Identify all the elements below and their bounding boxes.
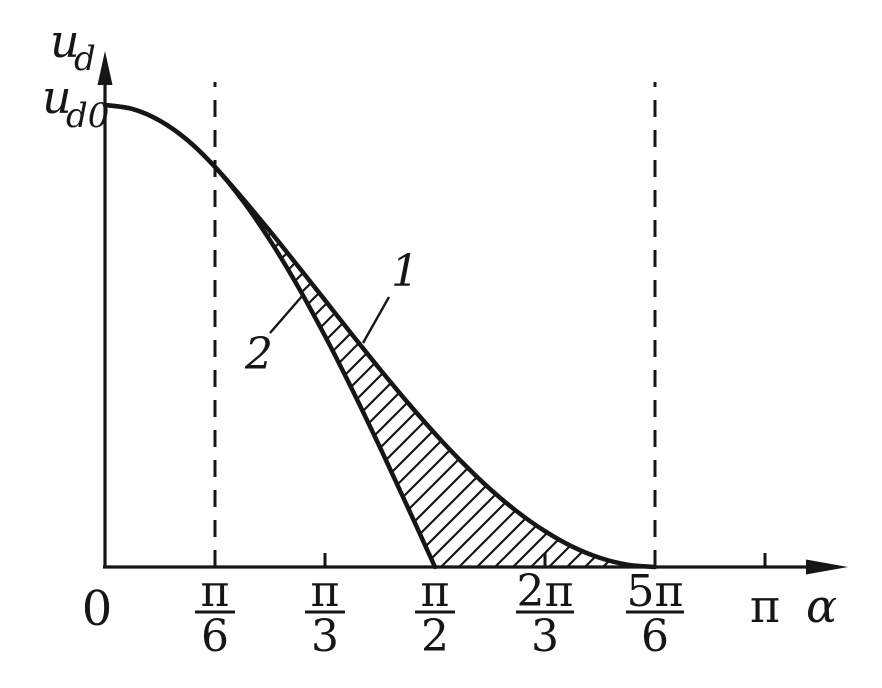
- tick-label-denominator: 2: [421, 611, 449, 662]
- curve1-leader-line: [361, 296, 391, 344]
- curve-1: [102, 102, 658, 570]
- curve-2: [102, 102, 438, 570]
- tick-label-numerator: 2π: [517, 566, 574, 617]
- tick-label-denominator: 6: [641, 611, 669, 662]
- curve2-number-label: 2: [244, 329, 273, 380]
- origin-label: 0: [82, 581, 113, 637]
- tick-label-numerator: 5π: [627, 566, 684, 617]
- y-intercept-label-subscript: d0: [66, 96, 109, 136]
- x-axis-title: α: [806, 579, 837, 633]
- y-intercept-label-base: u: [42, 70, 72, 124]
- tick-label: π: [750, 579, 780, 633]
- y-axis-arrow-icon: [97, 51, 113, 85]
- hatched-region: [215, 166, 655, 567]
- tick-label-numerator: π: [311, 566, 340, 617]
- curve1-number-label: 1: [391, 246, 419, 297]
- y-axis-title-subscript: d: [74, 39, 96, 79]
- tick-label-denominator: 3: [311, 611, 339, 662]
- tick-label-denominator: 6: [201, 611, 229, 662]
- x-axis-arrow-icon: [806, 559, 848, 575]
- tick-label-denominator: 3: [531, 611, 559, 662]
- curve2-leader-line: [269, 294, 304, 334]
- y-axis-title-base: u: [50, 14, 80, 68]
- tick-label-numerator: π: [421, 566, 450, 617]
- tick-label-numerator: π: [201, 566, 230, 617]
